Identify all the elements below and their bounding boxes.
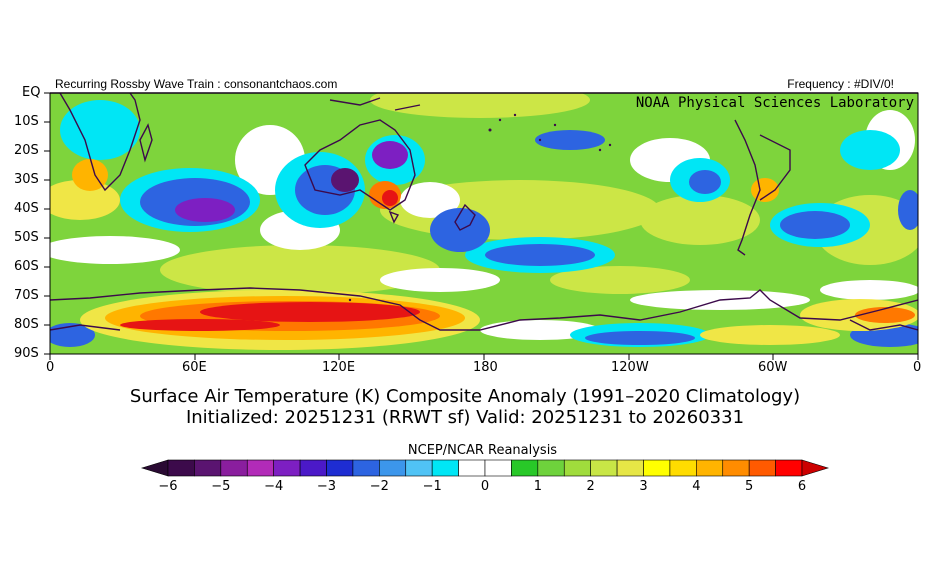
plot-subtitle: Initialized: 20251231 (RRWT sf) Valid: 2… [185, 407, 745, 428]
colorbar-tick-label: 1 [533, 479, 542, 494]
colorbar-tick-label: −2 [369, 479, 389, 494]
colorbar-swatch [484, 459, 512, 477]
colorbar-swatch [273, 459, 301, 477]
colorbar-tick-label: 3 [639, 479, 648, 494]
colorbar-tick-label: −3 [316, 479, 337, 494]
lat-label: 20S [14, 143, 39, 158]
lat-label: 30S [14, 172, 39, 187]
colorbar-swatch [511, 459, 539, 477]
colorbar-swatch [299, 459, 327, 477]
lon-label: 60W [758, 360, 788, 375]
colorbar-swatch [616, 459, 644, 477]
colorbar-tick-label: −1 [422, 479, 442, 494]
colorbar-under-arrow [140, 459, 169, 477]
colorbar-swatch [748, 459, 776, 477]
colorbar-swatch [669, 459, 697, 477]
colorbar-tick-label: 2 [586, 479, 595, 494]
colorbar-swatch [246, 459, 274, 477]
lat-label: 70S [14, 288, 39, 303]
colorbar-swatch [537, 459, 565, 477]
colorbar-swatch [563, 459, 591, 477]
colorbar-swatch [431, 459, 459, 477]
lon-label: 0 [913, 360, 922, 375]
colorbar-tick-label: 4 [692, 479, 701, 494]
colorbar-swatch [326, 459, 354, 477]
colorbar-tick-label: −4 [264, 479, 284, 494]
colorbar-swatch [167, 459, 195, 477]
colorbar-swatch [379, 459, 407, 477]
colorbar-swatch [194, 459, 222, 477]
colorbar-swatch [220, 459, 248, 477]
colorbar-swatch [696, 459, 724, 477]
colorbar-tick-label: 6 [797, 479, 807, 494]
lat-label: EQ [22, 85, 41, 100]
lat-label: 80S [14, 317, 39, 332]
colorbar-swatch [722, 459, 750, 477]
map-field [50, 93, 918, 354]
lon-label: 120E [322, 360, 356, 375]
lat-label: 60S [14, 259, 39, 274]
colorbar-over-arrow [801, 459, 830, 477]
colorbar-tick-label: 5 [745, 479, 754, 494]
colorbar-swatch [590, 459, 618, 477]
colorbar-tick-label: 0 [480, 479, 490, 494]
lat-label: 90S [14, 346, 39, 361]
colorbar-swatch [405, 459, 433, 477]
colorbar-swatch [775, 459, 803, 477]
lon-label: 120W [611, 360, 649, 375]
colorbar-tick-label: −6 [158, 479, 178, 494]
lat-label: 10S [14, 114, 39, 129]
lab-name: NOAA Physical Sciences Laboratory [635, 95, 914, 111]
colorbar-source: NCEP/NCAR Reanalysis [407, 443, 558, 458]
lon-label: 0 [46, 360, 55, 375]
colorbar-swatch [458, 459, 486, 477]
lon-label: 180 [473, 360, 498, 375]
lat-label: 40S [14, 201, 39, 216]
colorbar [140, 459, 830, 477]
colorbar-swatch [643, 459, 671, 477]
colorbar-tick-label: −5 [211, 479, 231, 494]
lon-label: 60E [182, 360, 207, 375]
plot-title: Surface Air Temperature (K) Composite An… [129, 386, 801, 407]
header-left-text: Recurring Rossby Wave Train : consonantc… [55, 77, 338, 91]
lon-ticks [49, 354, 919, 360]
frequency-text: Frequency : #DIV/0! [787, 77, 894, 91]
colorbar-swatch [352, 459, 380, 477]
lat-label: 50S [14, 230, 39, 245]
lat-ticks [44, 92, 50, 355]
